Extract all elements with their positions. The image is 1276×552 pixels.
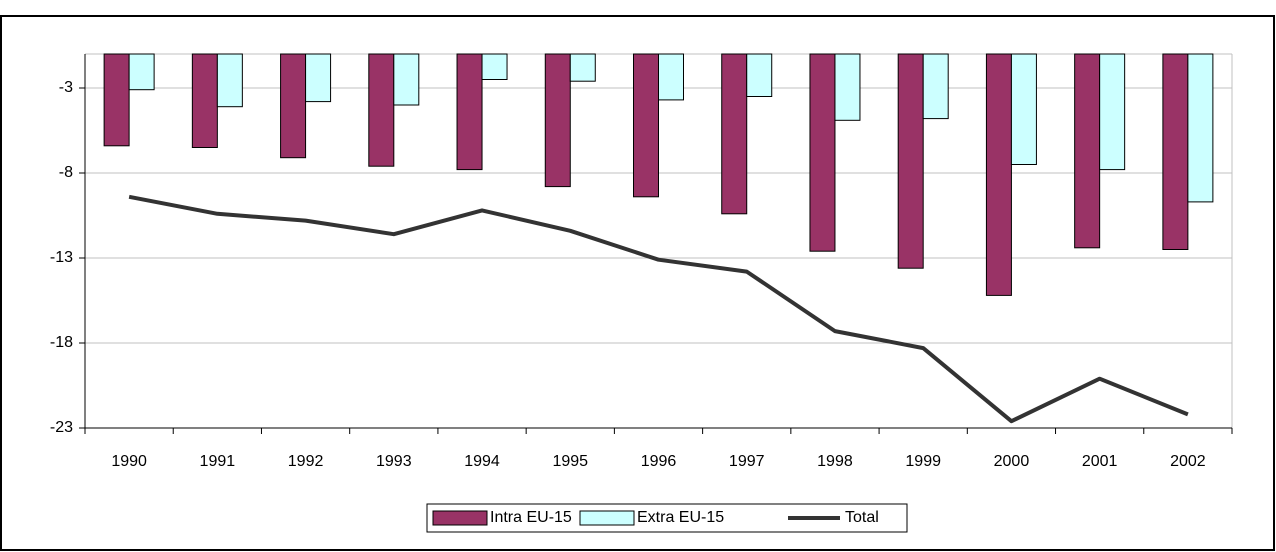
- bar: [481, 53, 508, 80]
- bar: [834, 53, 861, 121]
- line: [128, 194, 1189, 424]
- x-tick-label: 1995: [552, 453, 588, 470]
- bar: [746, 53, 773, 97]
- x-tick-label: 1992: [288, 453, 324, 470]
- x-tick-label: 1996: [641, 453, 677, 470]
- bar: [721, 53, 748, 215]
- bar: [809, 53, 836, 252]
- bar: [393, 53, 420, 106]
- x-tick-label: 1990: [111, 453, 147, 470]
- bar: [897, 53, 924, 269]
- bar: [569, 53, 596, 82]
- y-tick-label: -3: [59, 79, 73, 96]
- legend-label: Intra EU-15: [490, 509, 572, 526]
- x-tick-label: 1998: [817, 453, 853, 470]
- x-tick-label: 2001: [1082, 453, 1118, 470]
- bar: [985, 53, 1012, 296]
- bar: [103, 53, 130, 147]
- bar: [456, 53, 483, 171]
- bar: [280, 53, 307, 159]
- x-tick-label: 2002: [1170, 453, 1206, 470]
- x-tick-label: 1991: [200, 453, 236, 470]
- x-tick-label: 1999: [905, 453, 941, 470]
- y-tick-label: -8: [59, 164, 73, 181]
- x-tick-label: 2000: [994, 453, 1030, 470]
- bar: [633, 53, 659, 198]
- bar: [1010, 53, 1037, 165]
- bar: [305, 53, 332, 103]
- x-tick-label: 1997: [729, 453, 765, 470]
- bar: [368, 53, 395, 167]
- legend-label: Total: [845, 509, 879, 526]
- x-tick-label: 1993: [376, 453, 412, 470]
- legend-label: Extra EU-15: [637, 509, 724, 526]
- y-tick-label: -23: [50, 419, 73, 436]
- bar: [544, 53, 571, 188]
- bar: [658, 53, 684, 101]
- x-tick-label: 1994: [464, 453, 500, 470]
- bar: [1099, 53, 1126, 171]
- y-tick-label: -13: [50, 249, 73, 266]
- bar: [216, 53, 243, 108]
- bar: [1074, 53, 1101, 249]
- bar: [922, 53, 949, 120]
- legend-swatch: [432, 510, 488, 526]
- bar: [191, 53, 218, 148]
- bar: [1187, 53, 1214, 203]
- y-tick-label: -18: [50, 334, 73, 351]
- legend-swatch: [579, 510, 635, 526]
- bar: [128, 53, 155, 91]
- bar: [1162, 53, 1189, 250]
